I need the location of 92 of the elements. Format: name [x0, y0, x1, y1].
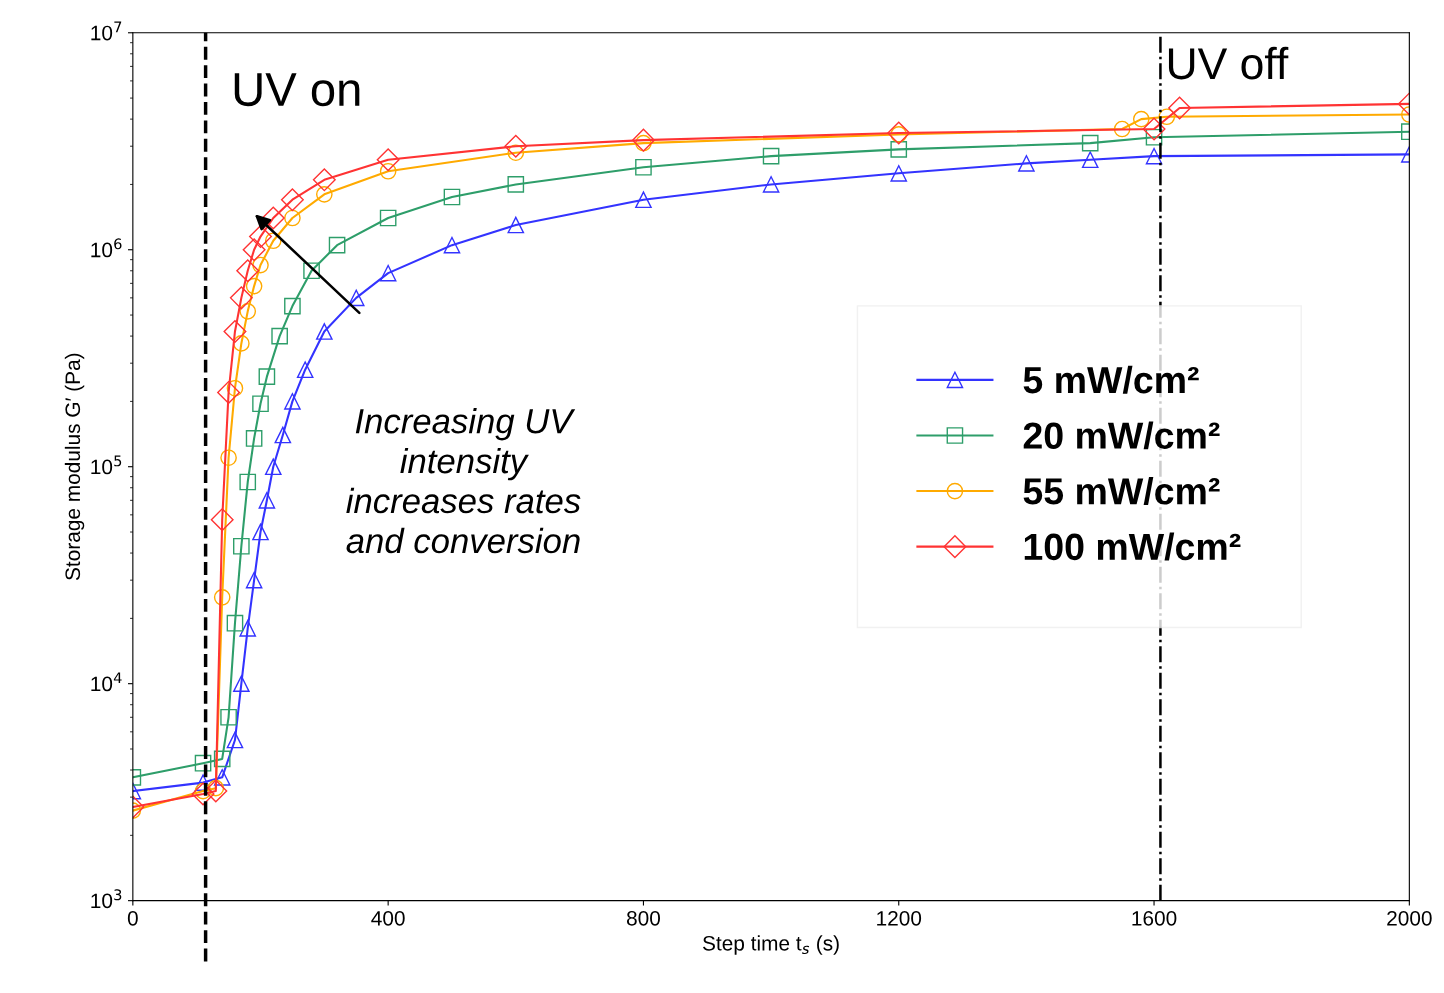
point	[213, 750, 231, 768]
point	[1081, 151, 1099, 169]
point	[890, 141, 908, 158]
point	[233, 675, 250, 693]
point	[303, 262, 320, 280]
point	[443, 188, 461, 206]
point	[315, 323, 333, 340]
y-tick-label: 10$^{5}$	[91, 455, 122, 475]
point	[220, 449, 237, 467]
point	[284, 393, 301, 410]
ref-line-label: UV off	[1168, 46, 1289, 80]
point	[328, 236, 346, 254]
point	[213, 589, 231, 606]
x-tick-label: 400	[371, 910, 405, 926]
ref-line-label: UV on	[234, 73, 360, 107]
point	[1132, 110, 1150, 128]
point	[507, 216, 525, 234]
point	[252, 256, 269, 274]
point	[635, 191, 652, 209]
point	[1168, 96, 1192, 120]
legend-label: 20 mW/cm²	[1023, 421, 1220, 450]
point	[248, 225, 272, 249]
point	[264, 458, 282, 476]
annotation: Increasing UV intensity increases rates and conversion	[346, 408, 581, 554]
legend-label: 55 mW/cm²	[1023, 477, 1220, 505]
legend-label: 5 mW/cm²	[1023, 365, 1199, 394]
point	[347, 289, 365, 307]
point	[261, 206, 285, 230]
x-axis-title: Step time t$_{s}$ (s)	[702, 935, 839, 955]
point	[1081, 134, 1099, 152]
point	[204, 779, 228, 803]
point	[312, 168, 336, 192]
point	[507, 176, 525, 193]
point	[284, 209, 301, 227]
point	[1018, 155, 1035, 172]
point	[233, 335, 250, 352]
legend-label: 100 mW/cm²	[1024, 532, 1241, 561]
point	[379, 209, 397, 227]
point	[217, 380, 241, 404]
point	[264, 232, 282, 250]
point	[280, 188, 304, 212]
point	[1142, 117, 1166, 141]
point	[239, 473, 257, 491]
point	[762, 147, 780, 165]
point	[229, 286, 253, 310]
point	[245, 571, 263, 589]
point	[239, 303, 257, 320]
point	[252, 523, 269, 541]
point	[220, 708, 237, 726]
y-tick-label: 10$^{6}$	[91, 238, 122, 258]
point	[296, 361, 314, 379]
point	[226, 614, 244, 632]
point	[194, 754, 212, 772]
point	[504, 134, 528, 158]
x-tick-label: 1200	[877, 910, 922, 926]
y-axis-title: Storage modulus G′ (Pa)	[64, 353, 85, 581]
point	[242, 238, 266, 262]
point	[1145, 147, 1163, 165]
point	[233, 537, 250, 555]
point	[631, 128, 655, 152]
x-tick-label: 1600	[1132, 910, 1177, 926]
y-tick-label: 10$^{3}$	[91, 889, 122, 909]
point	[245, 430, 263, 447]
point	[191, 782, 215, 806]
point	[379, 264, 397, 282]
y-tick-label: 10$^{7}$	[91, 21, 122, 41]
point	[887, 121, 911, 145]
x-tick-label: 800	[626, 910, 661, 926]
point	[762, 176, 780, 193]
point	[284, 297, 301, 315]
x-tick-label: 0	[127, 910, 138, 926]
point	[236, 259, 260, 283]
point	[376, 148, 400, 172]
y-tick-label: 10$^{4}$	[91, 672, 122, 692]
point	[258, 368, 276, 386]
point	[274, 426, 292, 444]
point	[223, 319, 247, 343]
point	[315, 186, 333, 203]
point	[1113, 120, 1131, 138]
point	[252, 395, 269, 413]
point	[635, 158, 652, 176]
point	[443, 236, 461, 254]
point	[258, 491, 276, 509]
point	[226, 731, 244, 749]
point	[271, 327, 288, 345]
point	[890, 164, 908, 182]
point	[210, 508, 234, 532]
point	[245, 277, 263, 295]
x-tick-label: 2000	[1387, 910, 1432, 926]
point	[213, 769, 231, 786]
point	[379, 162, 397, 180]
point	[239, 619, 257, 637]
